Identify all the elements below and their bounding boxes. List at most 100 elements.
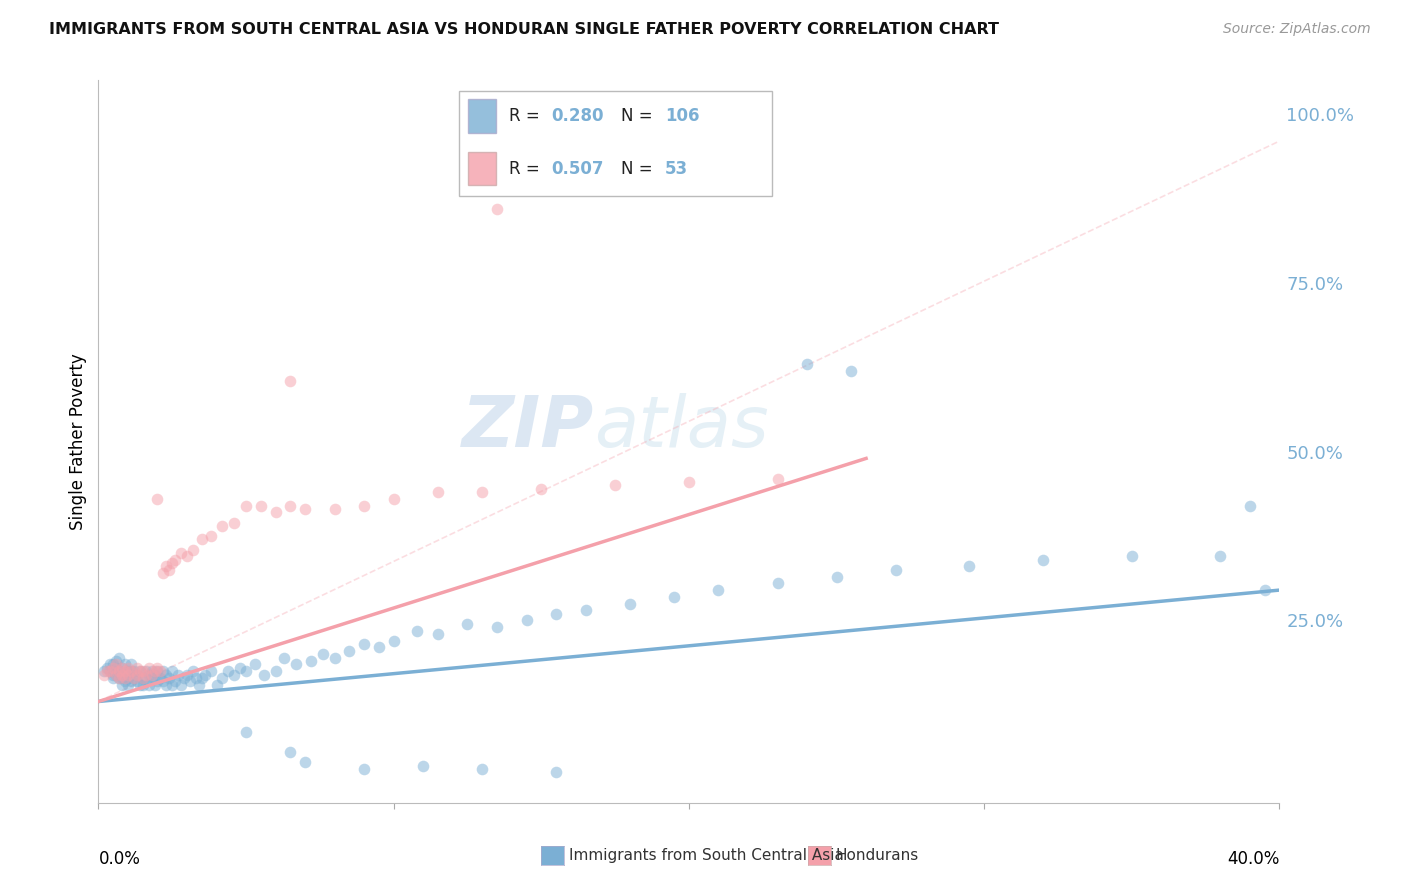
Point <box>105 654 128 668</box>
Point <box>162 664 183 678</box>
Point <box>959 559 981 574</box>
Point <box>120 664 142 678</box>
Point <box>141 667 163 681</box>
Point <box>165 674 187 689</box>
Point <box>1121 549 1143 564</box>
Point <box>157 671 180 685</box>
Point <box>766 576 789 591</box>
Point <box>353 637 375 651</box>
Point <box>114 667 136 681</box>
Point <box>111 667 134 681</box>
Point <box>486 620 509 634</box>
Point <box>108 671 131 685</box>
Point <box>211 519 233 533</box>
Point <box>162 556 183 570</box>
Point <box>229 661 252 675</box>
Point <box>105 661 128 675</box>
Point <box>122 664 145 678</box>
Point <box>264 664 287 678</box>
Point <box>108 650 131 665</box>
Text: 40.0%: 40.0% <box>1227 850 1279 868</box>
Point <box>280 499 302 513</box>
Point <box>353 762 375 776</box>
Point <box>111 661 134 675</box>
Point <box>114 664 136 678</box>
Point <box>253 667 276 681</box>
Point <box>143 664 166 678</box>
Point <box>155 667 177 681</box>
Point <box>353 499 375 513</box>
Point <box>264 505 287 519</box>
Point <box>108 664 131 678</box>
Point <box>132 678 155 692</box>
Point <box>98 664 121 678</box>
Point <box>98 664 121 678</box>
Point <box>96 661 118 675</box>
Point <box>382 633 405 648</box>
Point <box>285 657 308 672</box>
Point <box>176 549 198 564</box>
Point <box>103 671 125 685</box>
Point <box>170 678 193 692</box>
Point <box>179 674 201 689</box>
Point <box>200 529 222 543</box>
Point <box>105 657 128 672</box>
Point <box>93 664 115 678</box>
Point <box>122 671 145 685</box>
Point <box>120 657 142 672</box>
Point <box>796 357 818 371</box>
Point <box>117 667 139 681</box>
Point <box>173 671 195 685</box>
Point <box>120 664 142 678</box>
Point <box>323 502 346 516</box>
Point <box>530 482 553 496</box>
Point <box>678 475 700 489</box>
Point <box>224 516 246 530</box>
Point <box>103 657 125 672</box>
Point <box>141 671 163 685</box>
Y-axis label: Single Father Poverty: Single Father Poverty <box>69 353 87 530</box>
Point <box>170 546 193 560</box>
Point <box>93 667 115 681</box>
Point <box>243 657 266 672</box>
Point <box>280 745 302 759</box>
Point <box>125 674 148 689</box>
Point <box>176 667 198 681</box>
Point <box>1032 552 1054 566</box>
Point <box>108 664 131 678</box>
Point <box>125 667 148 681</box>
Point <box>155 559 177 574</box>
Point <box>235 499 257 513</box>
Text: Immigrants from South Central Asia: Immigrants from South Central Asia <box>569 848 845 863</box>
Point <box>457 616 479 631</box>
Point <box>108 671 131 685</box>
Point <box>157 563 180 577</box>
Point <box>707 583 730 598</box>
Point <box>368 640 391 655</box>
Point <box>427 627 450 641</box>
Point <box>162 678 183 692</box>
Point <box>146 661 169 675</box>
Point <box>98 657 121 672</box>
Text: atlas: atlas <box>595 392 769 461</box>
Point <box>128 664 150 678</box>
Point <box>135 667 157 681</box>
Point <box>117 664 139 678</box>
Point <box>152 664 174 678</box>
Point <box>111 678 134 692</box>
Point <box>187 678 209 692</box>
Point <box>412 758 434 772</box>
Point <box>339 644 361 658</box>
Point <box>1209 549 1232 564</box>
Point <box>146 491 169 506</box>
Point <box>217 664 239 678</box>
Point <box>516 614 538 628</box>
Point <box>211 671 233 685</box>
Point <box>323 650 346 665</box>
Point <box>312 647 335 661</box>
Point <box>546 607 568 621</box>
Point <box>841 364 863 378</box>
Point <box>1239 499 1261 513</box>
Point <box>114 671 136 685</box>
Point <box>138 678 160 692</box>
